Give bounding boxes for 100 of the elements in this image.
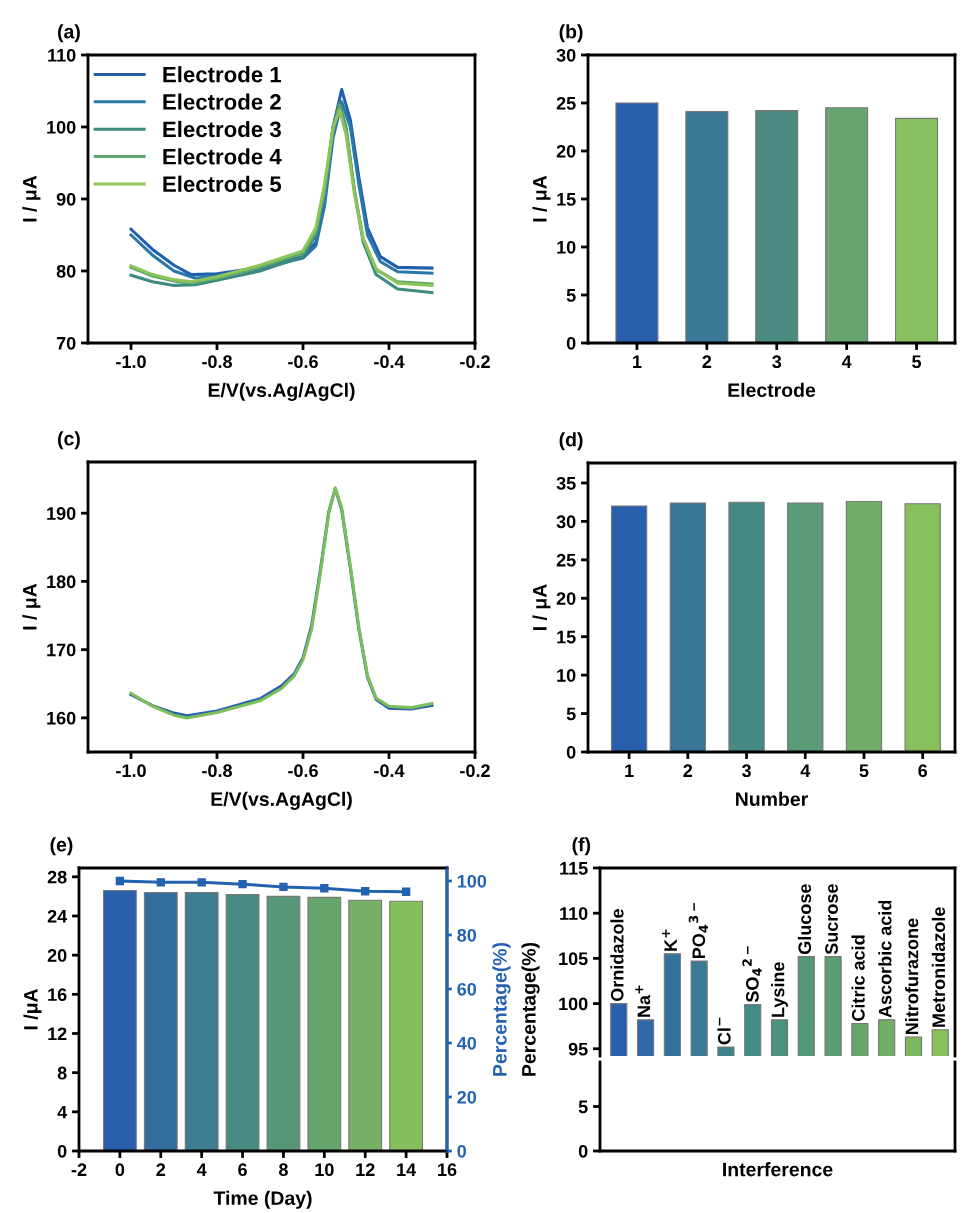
x-tick-label: -1.0 [116, 764, 146, 778]
category-label: Glucose [797, 884, 812, 955]
y-tick-label: 10 [557, 240, 576, 254]
category-label: PO$_{4}$$^{3−}$ [688, 902, 708, 959]
x-tick-label: -0.4 [374, 764, 405, 778]
x-axis-title: E/V(vs.Ag/AgCl) [208, 382, 355, 401]
y-tick-label: 100 [559, 997, 588, 1011]
x-tick-label: -0.8 [202, 764, 232, 778]
x-tick-label: 5 [859, 764, 869, 778]
x-axis-title: Number [736, 791, 808, 807]
y-axis-title: I / μA [22, 583, 41, 630]
category-label: Cl$^{−}$ [717, 1017, 731, 1045]
y-tick-label: 24 [47, 909, 68, 923]
y-axis-title: I / μA [22, 175, 41, 222]
category-label: SO$_{4}$$^{2−}$ [742, 946, 762, 1003]
x-tick-label: 12 [356, 1163, 375, 1176]
x-tick-label: 8 [279, 1163, 288, 1177]
category-label: Metronidazole [931, 907, 946, 1027]
y-tick-label: 15 [557, 630, 576, 644]
x-tick-label: -2 [71, 1163, 87, 1176]
y-tick-label: 115 [560, 862, 588, 875]
y2-tick-label: 60 [457, 982, 477, 996]
x-tick-label: -0.6 [288, 764, 318, 778]
x-tick-label: 2 [702, 355, 712, 368]
y-tick-label: 30 [556, 48, 576, 62]
point [361, 887, 370, 896]
y-axis-title: I / μA [532, 584, 551, 630]
x-tick-label: 1 [625, 764, 634, 777]
chart-title: (f) [572, 837, 591, 856]
x-axis-title: E/V(vs.AgAgCl) [211, 791, 352, 810]
y-tick-label: 0 [578, 1144, 588, 1158]
x-tick-label: 4 [841, 355, 852, 368]
y-tick-label: 20 [47, 949, 67, 962]
y-tick-label: 20 [556, 592, 576, 605]
y-tick-label: 25 [556, 553, 576, 567]
x-tick-label: 1 [633, 355, 642, 368]
y-tick-label: 70 [56, 336, 76, 350]
legend-label: Electrode 1 [163, 66, 282, 83]
y-tick-label: 25 [556, 96, 576, 110]
y-tick-label: 16 [48, 988, 67, 1002]
y-tick-label: 100 [47, 120, 76, 134]
y-axis-title: I /μA [23, 988, 42, 1030]
y2-tick-label: 100 [457, 874, 487, 888]
category-label: K$^{+}$ [662, 929, 677, 951]
y-tick-label: 190 [47, 507, 76, 520]
point [401, 887, 411, 896]
y-tick-label: 110 [560, 907, 588, 920]
category-label: Ascorbic acid [878, 900, 892, 1018]
point [279, 882, 288, 892]
y-tick-label: 8 [57, 1066, 67, 1080]
x-axis-title: Interference [723, 1162, 833, 1177]
x-axis-title: Time (Day) [213, 1190, 312, 1209]
y-tick-label: 180 [47, 575, 76, 589]
legend-label: Electrode 3 [163, 120, 281, 138]
x-tick-label: 2 [683, 764, 693, 777]
point [320, 884, 329, 893]
x-tick-label: 2 [156, 1163, 166, 1176]
x-tick-label: -0.8 [202, 355, 232, 369]
x-tick-label: 6 [238, 1163, 247, 1177]
point [197, 878, 206, 887]
y-tick-label: 0 [566, 745, 576, 759]
category-label: Sucrose [825, 884, 838, 955]
y2-axis-title: Percentage(%) [492, 942, 511, 1076]
y-tick-label: 28 [47, 870, 67, 884]
chart-title: (b) [559, 24, 583, 43]
y-tick-label: 80 [56, 264, 76, 278]
y-tick-label: 30 [556, 515, 576, 529]
point [238, 880, 247, 889]
y-tick-label: 0 [57, 1144, 67, 1158]
y-tick-label: 10 [557, 669, 576, 682]
chart-title: (e) [50, 837, 73, 856]
x-axis-title: Electrode [728, 382, 816, 398]
y-tick-label: 110 [48, 48, 76, 62]
category-label: Ornidazole [610, 909, 624, 1002]
x-tick-label: 3 [741, 764, 751, 778]
y-tick-label: 35 [556, 476, 576, 490]
x-tick-label: 4 [800, 764, 811, 777]
legend-label: Electrode 2 [163, 93, 281, 110]
chart-title: (d) [559, 432, 583, 451]
x-tick-label: -0.2 [460, 355, 490, 369]
y-tick-label: 0 [566, 336, 576, 350]
x-tick-label: 14 [397, 1163, 417, 1176]
y-tick-label: 170 [47, 643, 76, 657]
y-tick-label: 5 [566, 707, 576, 721]
legend-label: Electrode 5 [163, 175, 282, 192]
x-tick-label: 4 [196, 1163, 207, 1176]
y-axis-title: Percentage(%) [521, 942, 540, 1076]
y-tick-label: 160 [47, 711, 76, 725]
category-label: Lysine [771, 962, 788, 1017]
y-tick-label: 105 [559, 952, 588, 966]
y-tick-label: 12 [48, 1027, 67, 1041]
x-tick-label: -0.4 [374, 355, 405, 369]
chart-title: (c) [58, 431, 80, 450]
y2-tick-label: 20 [457, 1090, 477, 1104]
y-tick-label: 90 [56, 192, 76, 206]
y-tick-label: 20 [556, 144, 576, 158]
category-label: Citric acid [851, 935, 865, 1021]
y2-tick-label: 80 [457, 928, 477, 942]
point [115, 876, 125, 886]
x-tick-label: 16 [438, 1163, 457, 1177]
